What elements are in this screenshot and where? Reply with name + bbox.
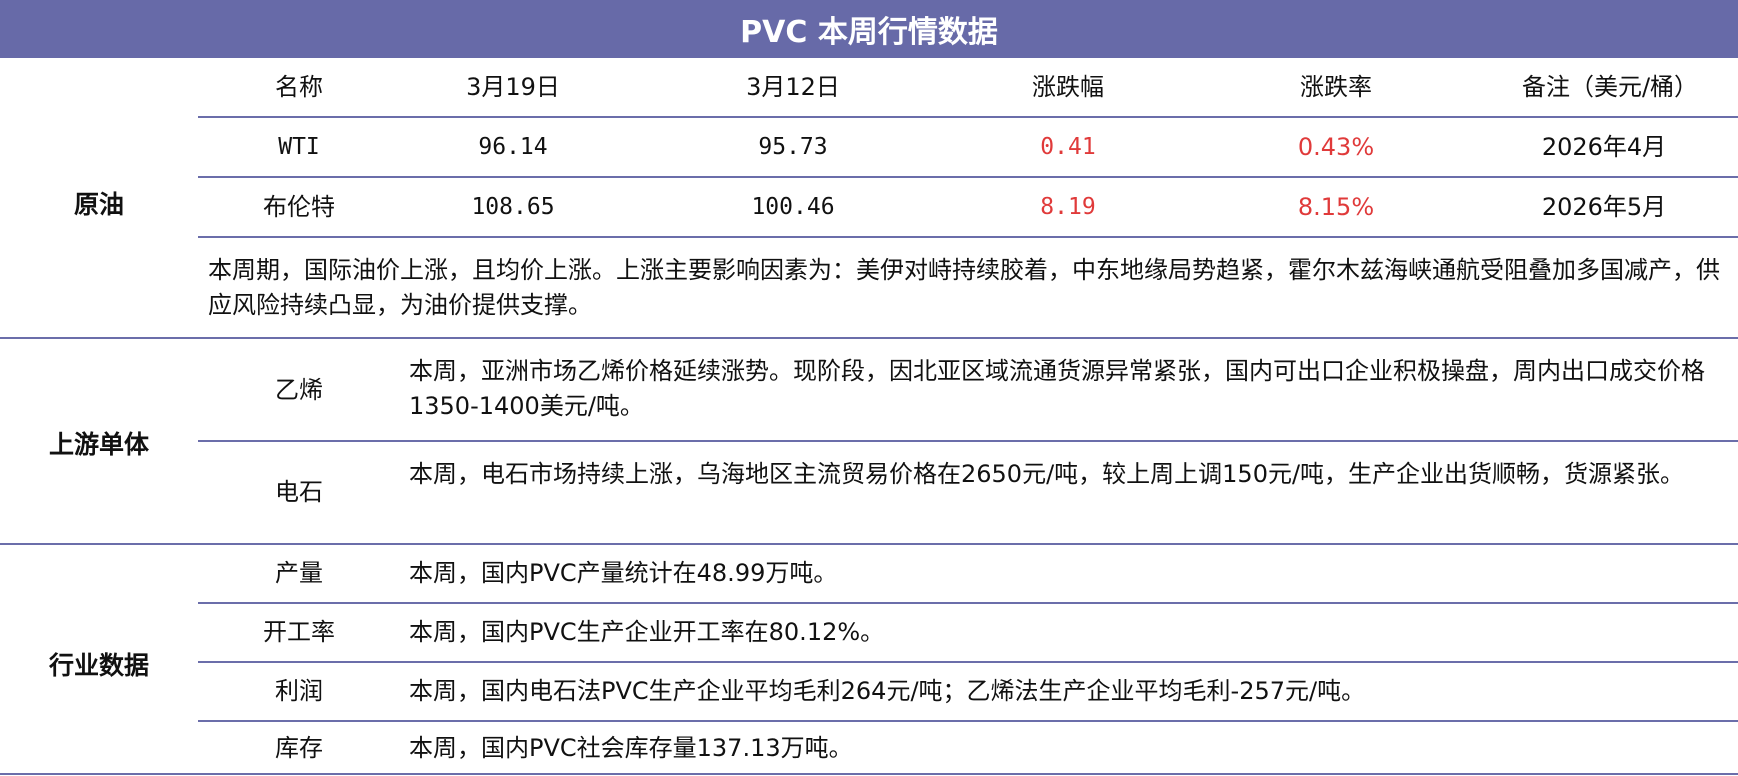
row-name: 布伦特 [263, 193, 335, 221]
divider [198, 116, 1738, 118]
item-name-ethylene: 乙烯 [275, 376, 323, 404]
category-crude: 原油 [73, 190, 124, 219]
divider [198, 440, 1738, 442]
item-name-inventory: 库存 [275, 734, 323, 762]
row-note: 2026年4月 [1541, 133, 1667, 161]
section-divider [0, 337, 1738, 339]
row-previous: 95.73 [758, 134, 828, 160]
row-rate: 0.43% [1297, 133, 1375, 161]
header-current-date: 3月19日 [466, 73, 560, 101]
item-text-profit: 本周，国内电石法PVC生产企业平均毛利264元/吨；乙烯法生产企业平均毛利-25… [409, 677, 1366, 705]
divider [198, 602, 1738, 604]
crude-summary: 本周期，国际油价上涨，且均价上涨。上涨主要影响因素为：美伊对峙持续胶着，中东地缘… [208, 256, 1720, 319]
row-previous: 100.46 [751, 194, 835, 220]
row-change: 0.41 [1040, 134, 1096, 160]
row-current: 108.65 [471, 194, 555, 220]
item-name-output: 产量 [275, 559, 323, 587]
divider [198, 176, 1738, 178]
row-name: WTI [278, 134, 320, 160]
header-note: 备注（美元/桶） [1521, 73, 1699, 101]
divider [198, 236, 1738, 238]
page-title: PVC 本周行情数据 [0, 0, 1738, 58]
category-upstream: 上游单体 [48, 430, 149, 459]
item-name-profit: 利润 [275, 677, 323, 705]
row-current: 96.14 [478, 134, 548, 160]
category-industry: 行业数据 [48, 651, 149, 680]
header-change: 涨跌幅 [1032, 73, 1104, 101]
header-name: 名称 [275, 73, 323, 101]
item-name-operating-rate: 开工率 [263, 618, 335, 646]
row-note: 2026年5月 [1541, 193, 1667, 221]
item-text-output: 本周，国内PVC产量统计在48.99万吨。 [409, 559, 838, 587]
item-text-inventory: 本周，国内PVC社会库存量137.13万吨。 [409, 734, 853, 762]
item-text-operating-rate: 本周，国内PVC生产企业开工率在80.12%。 [409, 618, 885, 646]
row-rate: 8.15% [1297, 193, 1375, 221]
header-rate: 涨跌率 [1300, 73, 1372, 101]
section-divider [0, 773, 1738, 775]
item-name-carbide: 电石 [275, 478, 323, 506]
item-text-ethylene: 本周，亚洲市场乙烯价格延续涨势。现阶段，因北亚区域流通货源异常紧张，国内可出口企… [409, 357, 1705, 420]
header-previous-date: 3月12日 [746, 73, 840, 101]
divider [198, 720, 1738, 722]
divider [198, 661, 1738, 663]
item-text-carbide: 本周，电石市场持续上涨，乌海地区主流贸易价格在2650元/吨，较上周上调150元… [409, 460, 1685, 488]
section-divider [0, 543, 1738, 545]
row-change: 8.19 [1040, 194, 1096, 220]
